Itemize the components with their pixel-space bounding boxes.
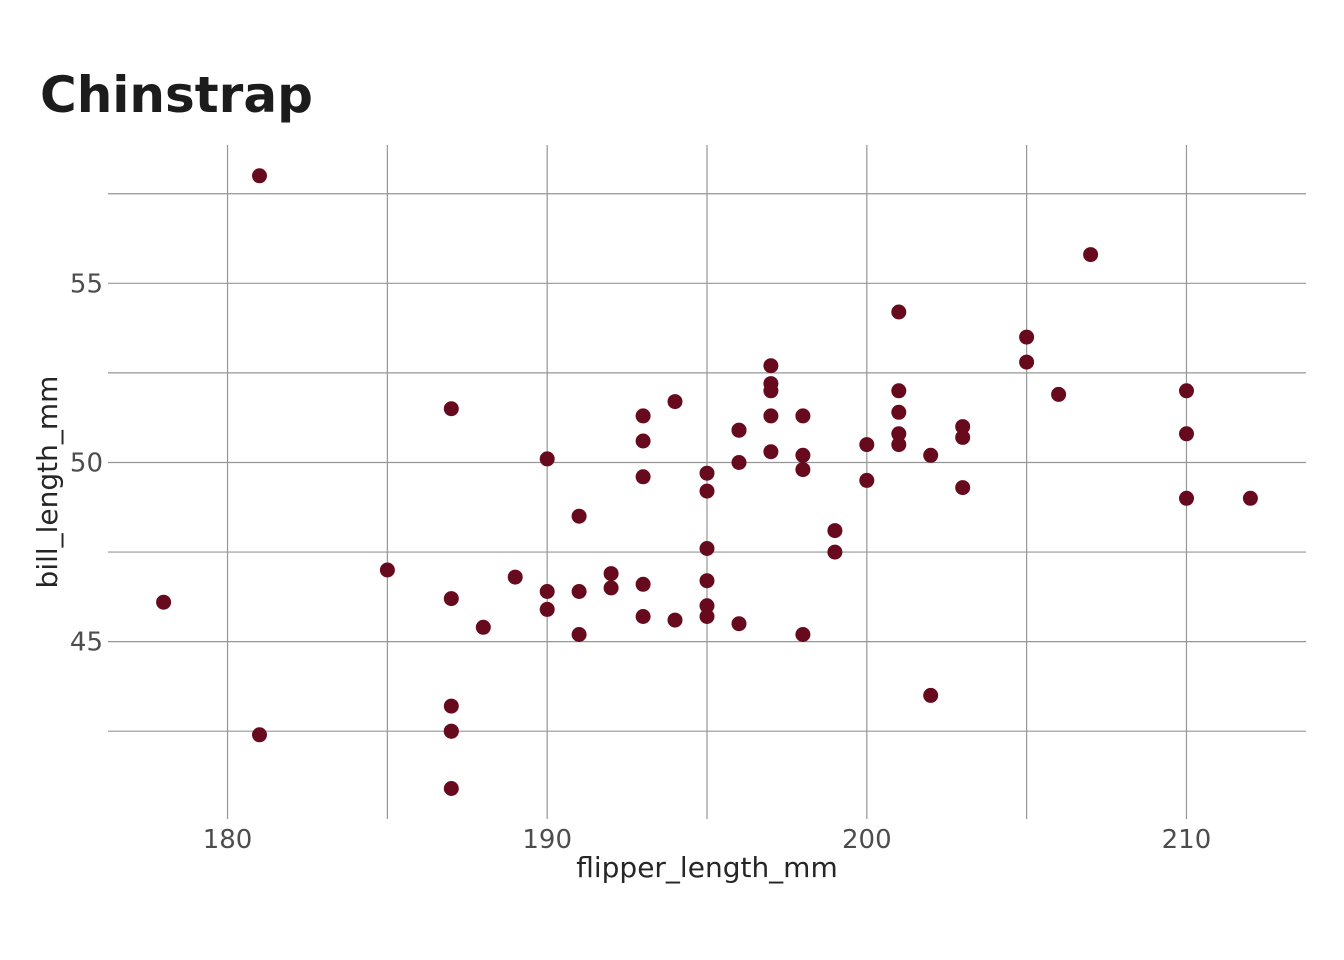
data-point bbox=[252, 727, 267, 743]
data-point bbox=[571, 627, 587, 642]
data-point bbox=[635, 609, 651, 624]
data-point bbox=[763, 444, 779, 460]
data-point bbox=[1051, 386, 1067, 402]
data-point bbox=[1083, 247, 1099, 263]
data-point bbox=[635, 408, 651, 424]
data-point bbox=[763, 408, 779, 424]
data-point bbox=[699, 573, 715, 589]
data-point bbox=[699, 598, 715, 614]
data-point bbox=[731, 422, 747, 438]
data-point bbox=[891, 437, 907, 453]
x-tick-labels: 180 190 200 210 bbox=[203, 825, 1212, 855]
x-tick-label-190: 190 bbox=[522, 825, 572, 855]
data-point bbox=[603, 566, 619, 582]
y-axis-label: bill_length_mm bbox=[31, 376, 64, 589]
data-point bbox=[699, 483, 715, 499]
data-point bbox=[1019, 329, 1035, 345]
y-tick-labels: 45 50 55 bbox=[70, 269, 103, 657]
data-point bbox=[891, 304, 907, 320]
chart-title: Chinstrap bbox=[40, 66, 313, 124]
data-point bbox=[443, 781, 459, 796]
y-tick-label-45: 45 bbox=[70, 628, 103, 658]
data-point bbox=[156, 594, 172, 610]
data-point bbox=[1179, 490, 1194, 506]
data-point bbox=[955, 419, 971, 435]
data-point bbox=[1019, 354, 1035, 370]
data-point bbox=[475, 619, 491, 635]
data-point bbox=[795, 408, 811, 424]
y-tick-label-55: 55 bbox=[70, 269, 103, 299]
data-point bbox=[507, 569, 523, 585]
data-point bbox=[891, 426, 907, 442]
data-point bbox=[1179, 383, 1194, 399]
data-point bbox=[795, 627, 811, 642]
data-point bbox=[955, 480, 971, 496]
data-point bbox=[539, 451, 555, 467]
data-point bbox=[699, 541, 715, 556]
data-point bbox=[443, 591, 459, 607]
data-point bbox=[603, 580, 619, 596]
gridlines bbox=[108, 145, 1306, 819]
data-point bbox=[955, 429, 971, 445]
data-point bbox=[635, 576, 651, 592]
data-point bbox=[859, 437, 875, 453]
data-point bbox=[1242, 490, 1258, 506]
data-point bbox=[1179, 426, 1194, 442]
data-point bbox=[763, 376, 779, 392]
data-point bbox=[699, 609, 715, 624]
data-point bbox=[795, 462, 811, 478]
data-point bbox=[699, 465, 715, 481]
data-point bbox=[571, 508, 587, 524]
data-point bbox=[731, 455, 747, 470]
data-point bbox=[827, 523, 843, 539]
data-point bbox=[443, 723, 459, 739]
data-point bbox=[539, 584, 555, 599]
data-point bbox=[667, 394, 683, 410]
data-point bbox=[891, 383, 907, 399]
data-point bbox=[891, 404, 907, 420]
x-axis-label: flipper_length_mm bbox=[576, 851, 838, 884]
data-point bbox=[667, 612, 683, 628]
x-tick-label-210: 210 bbox=[1162, 825, 1212, 855]
data-point bbox=[731, 616, 747, 632]
data-point bbox=[252, 168, 267, 184]
data-point bbox=[443, 698, 459, 714]
data-point bbox=[571, 584, 587, 599]
data-point bbox=[379, 562, 395, 578]
data-point bbox=[539, 601, 555, 617]
x-tick-label-200: 200 bbox=[842, 825, 892, 855]
data-point bbox=[827, 544, 843, 560]
data-point bbox=[859, 472, 875, 488]
data-point bbox=[443, 401, 459, 417]
data-point bbox=[923, 447, 939, 463]
x-tick-label-180: 180 bbox=[203, 825, 253, 855]
data-points bbox=[156, 168, 1258, 796]
y-tick-label-50: 50 bbox=[70, 448, 103, 478]
data-point bbox=[635, 469, 651, 485]
data-point bbox=[923, 687, 939, 703]
data-point bbox=[763, 358, 779, 374]
data-point bbox=[795, 447, 811, 463]
data-point bbox=[635, 433, 651, 449]
